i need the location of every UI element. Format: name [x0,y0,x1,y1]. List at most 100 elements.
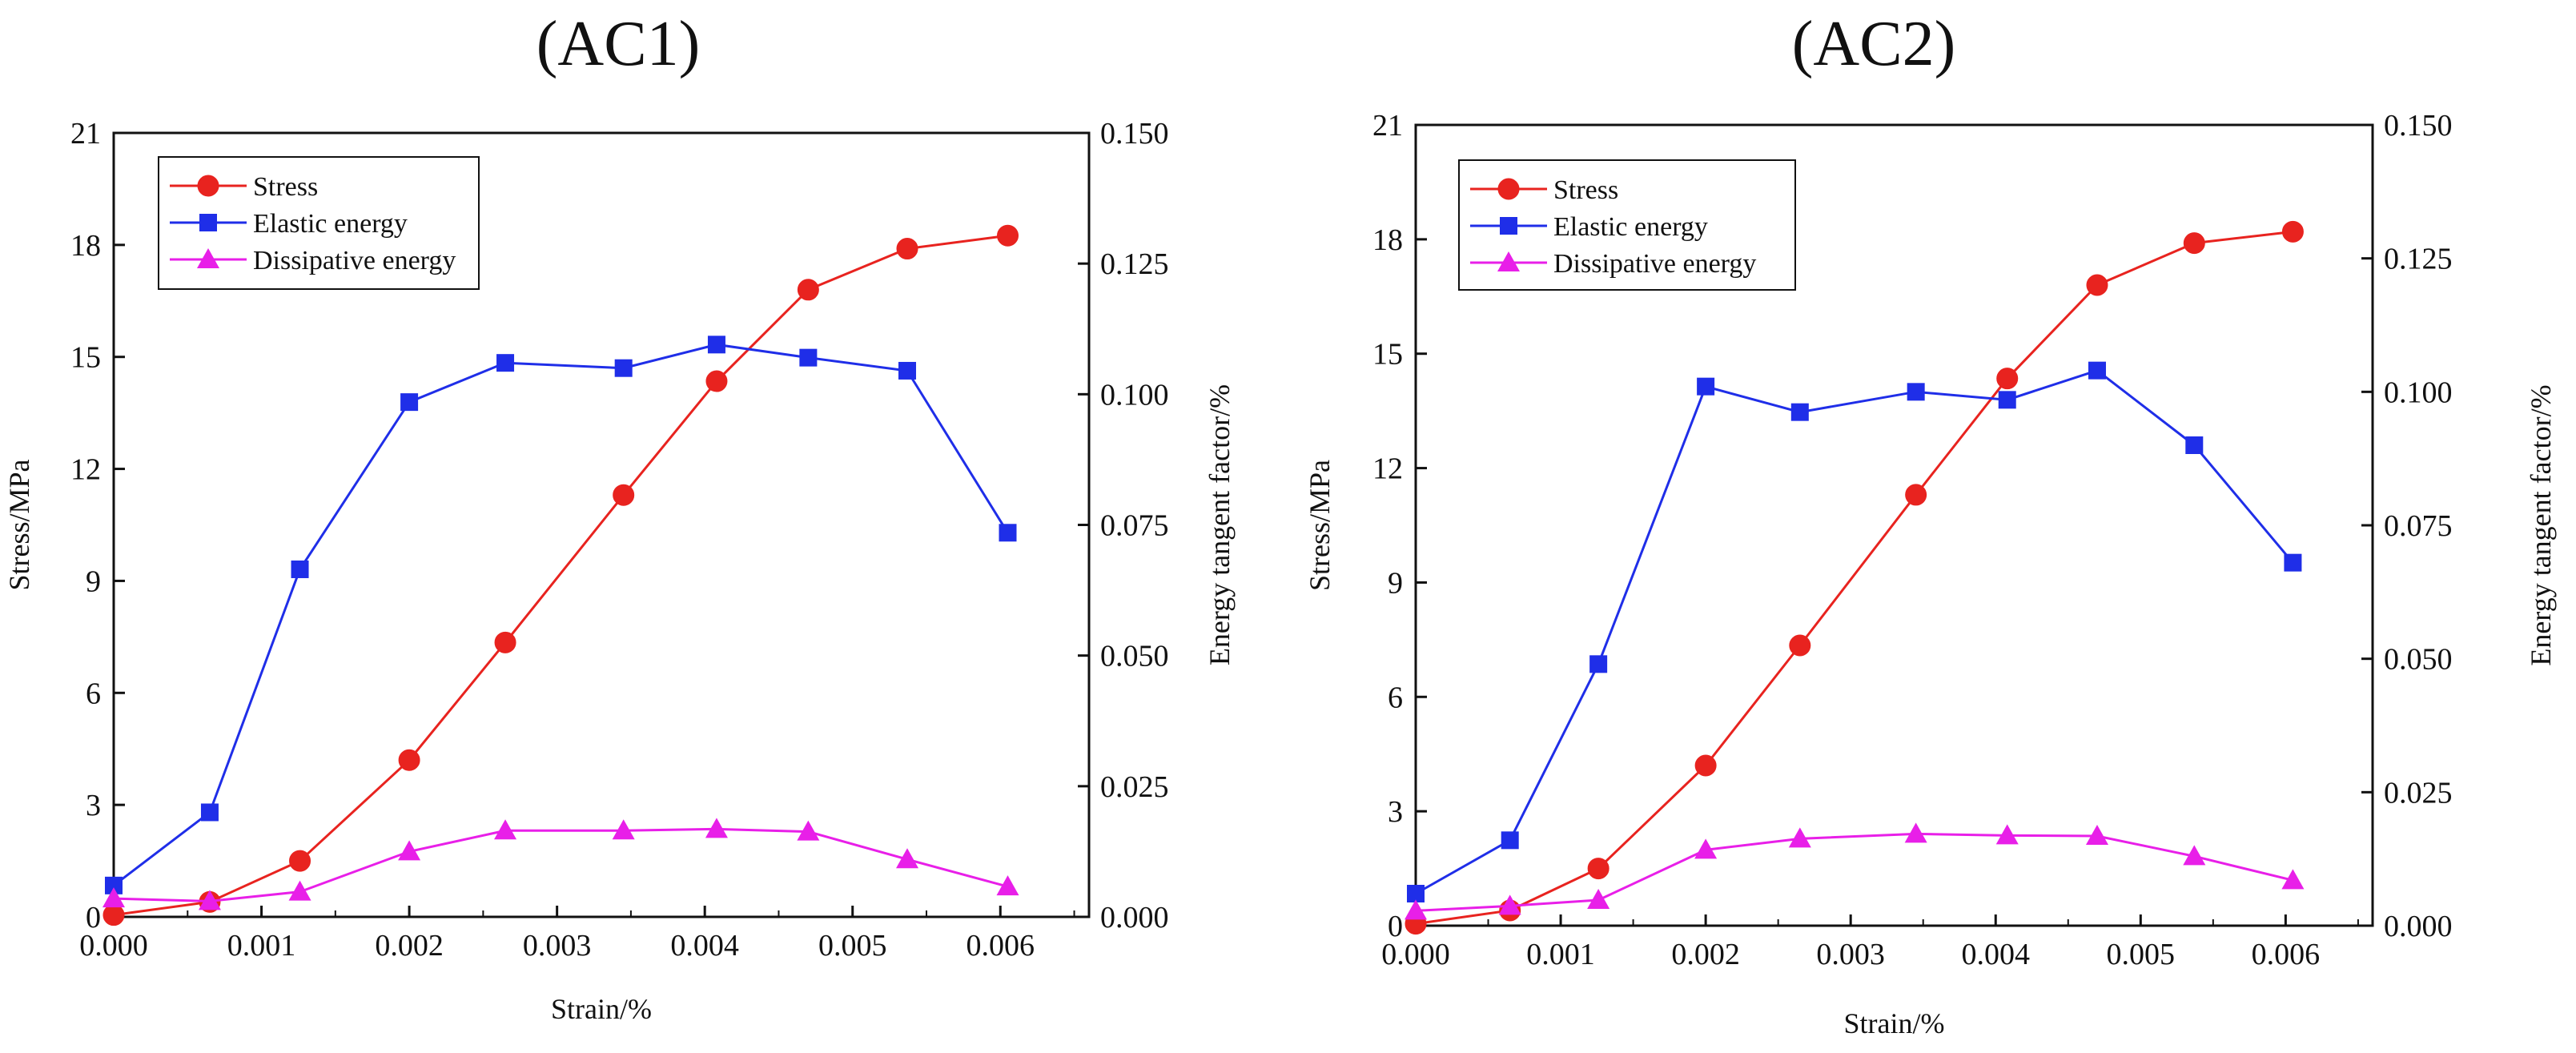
x-tick-label: 0.006 [967,929,1035,963]
dissipative-energy-point [1405,899,1427,920]
x-tick-label: 0.003 [523,929,592,963]
y-tick-label: 3 [1388,795,1403,829]
y2-tick-label: 0.025 [2384,776,2453,810]
stress-point [797,279,819,301]
legend-dissipative-energy-marker [1497,251,1520,271]
x-tick-label: 0.002 [375,929,444,963]
legend-stress-marker [197,175,219,197]
x-tick-label: 0.006 [2252,938,2321,971]
series-stress [102,224,1019,926]
stress-point [1587,858,1609,880]
legend: Stress Elastic energy Dissipative energy [1458,159,1796,291]
dissipative-energy-point [398,840,421,861]
y-tick-label: 18 [1372,223,1403,257]
elastic-energy-point [105,876,123,894]
y-axis-label: Stress/MPa [3,459,35,590]
dissipative-energy-line [113,827,1008,902]
dissipative-energy-point [1904,822,1927,843]
x-tick-label: 0.004 [1961,938,2030,971]
stress-point [398,749,420,771]
elastic-energy-line [113,343,1009,887]
y-tick-label: 0 [1388,910,1403,943]
stress-point [1996,368,2019,390]
dissipative-energy-point [1995,824,2019,845]
stress-point [896,238,918,260]
stress-point [1789,634,1811,657]
dissipative-energy-point [102,887,125,908]
y2-tick-label: 0.125 [2384,243,2453,276]
stress-line [1415,230,2293,926]
elastic-energy-point [496,354,515,372]
stress-line [113,234,1008,917]
legend-stress-label: Stress [1553,175,1618,205]
legend-dissipative-energy-label: Dissipative energy [253,246,456,275]
elastic-energy-point [799,348,818,367]
elastic-energy-point [1790,403,1809,421]
dissipative-energy-point [1587,889,1610,909]
y-tick-label: 6 [86,677,101,710]
y-axis-label: Stress/MPa [1304,460,1336,591]
legend-elastic-energy-label: Elastic energy [1553,212,1708,242]
dissipative-energy-point [288,880,311,901]
chart-2: 0.000 0.001 0.002 0.003 0.004 0.005 0.006 0 3 6 9 1… [1304,109,2557,1039]
dissipative-energy-point [198,890,221,910]
elastic-energy-line [1415,368,2294,895]
legend-elastic-energy-marker [1500,217,1517,235]
series-elastic-energy [105,336,1017,894]
stress-point [1905,484,1927,506]
y2-tick-label: 0.150 [1100,117,1169,151]
x-tick-label: 0.000 [79,929,148,963]
y-tick-label: 9 [1388,566,1403,600]
stress-point [997,224,1019,247]
elastic-energy-point [1998,391,2016,409]
legend: Stress Elastic energy Dissipative energy [158,156,480,290]
x-axis-label: Strain/% [1844,1007,1945,1039]
y2-axis-label: Energy tangent factor/% [2525,384,2557,665]
y2-tick-label: 0.075 [1100,509,1169,543]
elastic-energy-point [2088,361,2106,380]
x-tick-label: 0.005 [818,929,887,963]
elastic-energy-point [2284,553,2302,572]
legend-stress-marker [1497,178,1520,200]
x-tick-label: 0.004 [670,929,739,963]
chart-1: 0.000 0.001 0.002 0.003 0.004 0.005 0.006 0 3 6 9 1… [3,117,1236,1025]
dissipative-energy-point [2085,825,2108,845]
series-dissipative-energy [1405,822,2305,920]
y-tick-label: 6 [1388,681,1403,714]
y-tick-label: 9 [86,565,101,598]
y-tick-label: 15 [70,341,101,375]
y2-axis-label: Energy tangent factor/% [1204,384,1236,665]
x-tick-label: 0.003 [1816,938,1885,971]
elastic-energy-point [1697,377,1715,396]
dissipative-energy-point [996,875,1019,896]
legend-dissipative-energy-marker [197,248,219,268]
y2-tick-label: 0.000 [2384,910,2453,943]
legend-stress-label: Stress [253,172,318,202]
stress-point [1694,754,1717,777]
y-tick-label: 21 [1372,109,1403,143]
stress-point [705,370,728,392]
x-axis-label: Strain/% [551,993,652,1025]
y-tick-label: 12 [70,453,101,487]
y2-tick-label: 0.075 [2384,509,2453,543]
stress-point [494,631,516,653]
stress-point [613,484,635,506]
dissipative-energy-point [612,819,635,840]
elastic-energy-point [1907,383,1925,401]
stress-point [2183,232,2205,255]
dissipative-energy-point [1498,894,1521,915]
elastic-energy-point [614,359,633,377]
legend-elastic-energy-label: Elastic energy [253,209,408,239]
series-dissipative-energy [102,818,1019,910]
elastic-energy-point [898,361,917,380]
y2-tick-label: 0.025 [1100,770,1169,804]
elastic-energy-point [999,524,1017,542]
series-elastic-energy [1407,361,2302,902]
dissipative-energy-point [797,820,820,841]
elastic-energy-point [291,560,309,578]
chart-title-ac2: (AC2) [1791,9,1956,79]
x-tick-label: 0.001 [1526,938,1595,971]
dissipative-energy-point [2183,845,2206,866]
y-tick-label: 12 [1372,452,1403,486]
